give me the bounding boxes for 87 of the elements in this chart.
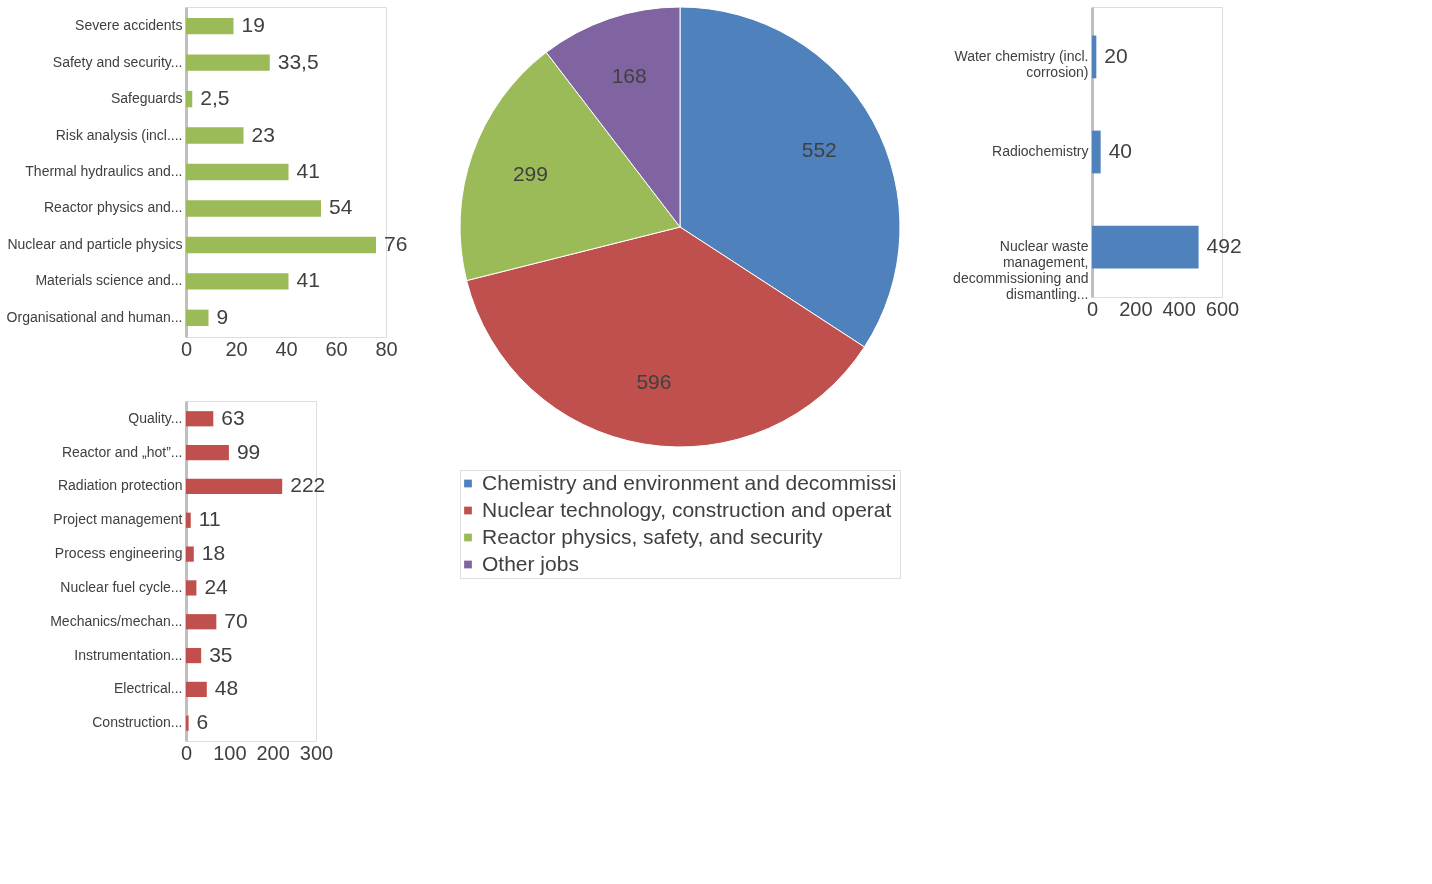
y-tick-label: Reactor and „hot”... [61,443,183,460]
data-label: 40 [1108,139,1133,162]
y-tick-label: Nuclear and particle physics [7,235,183,252]
y-tick-label: Construction... [92,714,183,731]
data-label: 76 [384,231,408,255]
data-label: 18 [201,541,226,565]
x-tick-label: 600 [1205,297,1240,320]
bar [1092,225,1199,269]
bar [186,715,189,731]
bar [186,309,209,327]
legend-label: Nuclear technology, construction and operat [482,497,892,521]
data-label: 99 [236,439,261,463]
data-label: 596 [636,370,672,394]
legend-label: Reactor physics, safety, and security [482,524,823,548]
data-label: 222 [290,473,326,497]
bar [186,647,202,664]
data-label: 41 [296,159,320,182]
y-tick-label: Organisational and human... [6,308,183,325]
bar [1092,35,1097,79]
y-tick-label: Radiochemistry [992,143,1089,159]
x-tick-label: 300 [299,741,334,764]
data-label: 70 [224,608,248,632]
bar [186,614,217,630]
data-label: 20 [1104,43,1128,67]
y-tick-label: Risk analysis (incl.... [55,126,183,143]
bar [186,411,214,427]
y-tick-label: Nuclear fuel cycle... [60,578,183,595]
data-label: 48 [214,676,239,700]
data-label: 35 [209,642,233,666]
bar [186,546,194,562]
bar [186,273,289,290]
data-label: 492 [1206,234,1242,258]
y-tick-label: Mechanics/mechan... [50,612,183,629]
bar [186,127,244,144]
x-tick-label: 40 [275,337,298,360]
data-label: 41 [296,268,320,292]
bar [1092,130,1101,174]
y-tick-label: Project management [53,511,183,528]
data-label: 168 [611,63,647,87]
bar [186,580,197,596]
x-tick-label: 200 [1119,297,1153,320]
bar [186,236,376,254]
y-tick-label: Safeguards [110,90,183,107]
data-label: 54 [329,195,353,219]
legend-label: Chemistry and environment and decommissi [482,470,897,494]
data-label: 24 [204,574,229,598]
data-label: 23 [251,122,275,146]
x-tick-label: 0 [1086,297,1099,320]
data-label: 11 [198,507,221,531]
bar [186,163,289,181]
bar [186,17,234,35]
data-label: 299 [512,161,548,185]
data-label: 2,5 [200,86,230,110]
y-tick-label: Instrumentation... [74,646,183,663]
data-label: 6 [196,710,209,734]
x-tick-label: 100 [213,741,247,764]
data-label: 19 [241,13,265,37]
bar [186,681,207,698]
x-tick-label: 0 [180,741,193,764]
x-tick-label: 80 [375,337,398,360]
data-label: 33,5 [277,49,319,73]
y-tick-label: Severe accidents [75,17,183,34]
y-tick-label: Radiation protection [57,477,183,494]
x-tick-label: 20 [225,337,248,360]
bar [186,512,191,528]
legend-label: Other jobs [482,551,579,575]
y-tick-label: Electrical... [114,680,183,697]
bar [186,90,193,108]
data-label: 9 [216,304,229,328]
data-label: 552 [801,138,837,162]
data-label: 63 [221,405,245,429]
y-tick-label: Reactor physics and... [43,199,183,216]
y-tick-label: Safety and security... [52,53,183,70]
x-tick-label: 60 [325,337,348,360]
bar [186,200,321,217]
bar [186,444,229,461]
x-tick-label: 0 [180,337,193,360]
y-tick-label: Nuclear waste management, decommissioning and dismantling... [953,238,1089,303]
y-tick-label: Water chemistry (incl. corrosion) [954,47,1089,80]
bar [186,54,270,71]
bar [186,478,283,495]
x-tick-label: 200 [256,741,290,764]
y-tick-label: Materials science and... [35,272,183,289]
y-tick-label: Thermal hydraulics and... [25,163,183,179]
y-tick-label: Quality... [128,409,183,426]
x-tick-label: 400 [1162,297,1196,320]
y-tick-label: Process engineering [54,545,183,562]
